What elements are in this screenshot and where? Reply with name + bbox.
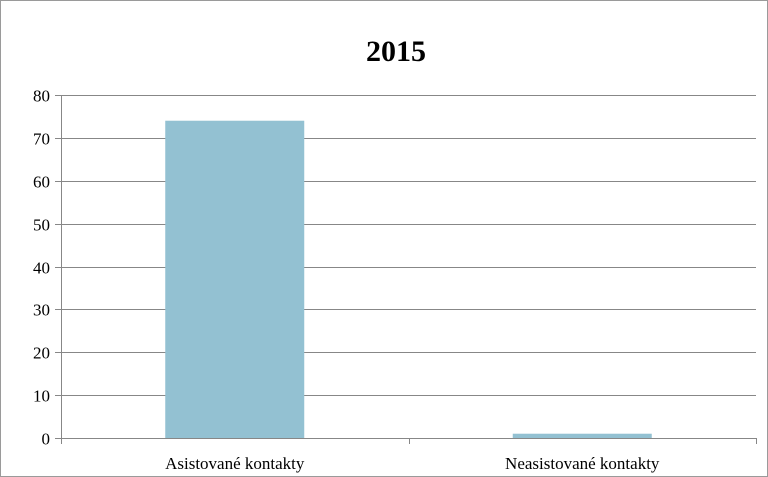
- bars: [165, 120, 652, 438]
- y-tick-label-10: 10: [33, 387, 50, 406]
- y-tick-label-80: 80: [33, 87, 50, 106]
- x-category-label-0: Asistované kontakty: [165, 454, 305, 473]
- y-tick-label-70: 70: [33, 130, 50, 149]
- chart-title: 2015: [366, 35, 426, 68]
- y-tick-label-20: 20: [33, 344, 50, 363]
- y-axis-ticks: 0 10 20 30 40 50 60 70 80: [33, 87, 61, 449]
- bar-0: [165, 120, 305, 438]
- x-category-label-1: Neasistované kontakty: [505, 454, 660, 473]
- y-tick-label-30: 30: [33, 301, 50, 320]
- bar-1: [512, 433, 652, 438]
- y-tick-label-50: 50: [33, 216, 50, 235]
- x-axis-category-labels: Asistované kontakty Neasistované kontakty: [165, 454, 660, 473]
- y-tick-label-0: 0: [42, 430, 51, 449]
- y-tick-label-40: 40: [33, 259, 50, 278]
- y-tick-label-60: 60: [33, 173, 50, 192]
- x-axis: [61, 95, 757, 444]
